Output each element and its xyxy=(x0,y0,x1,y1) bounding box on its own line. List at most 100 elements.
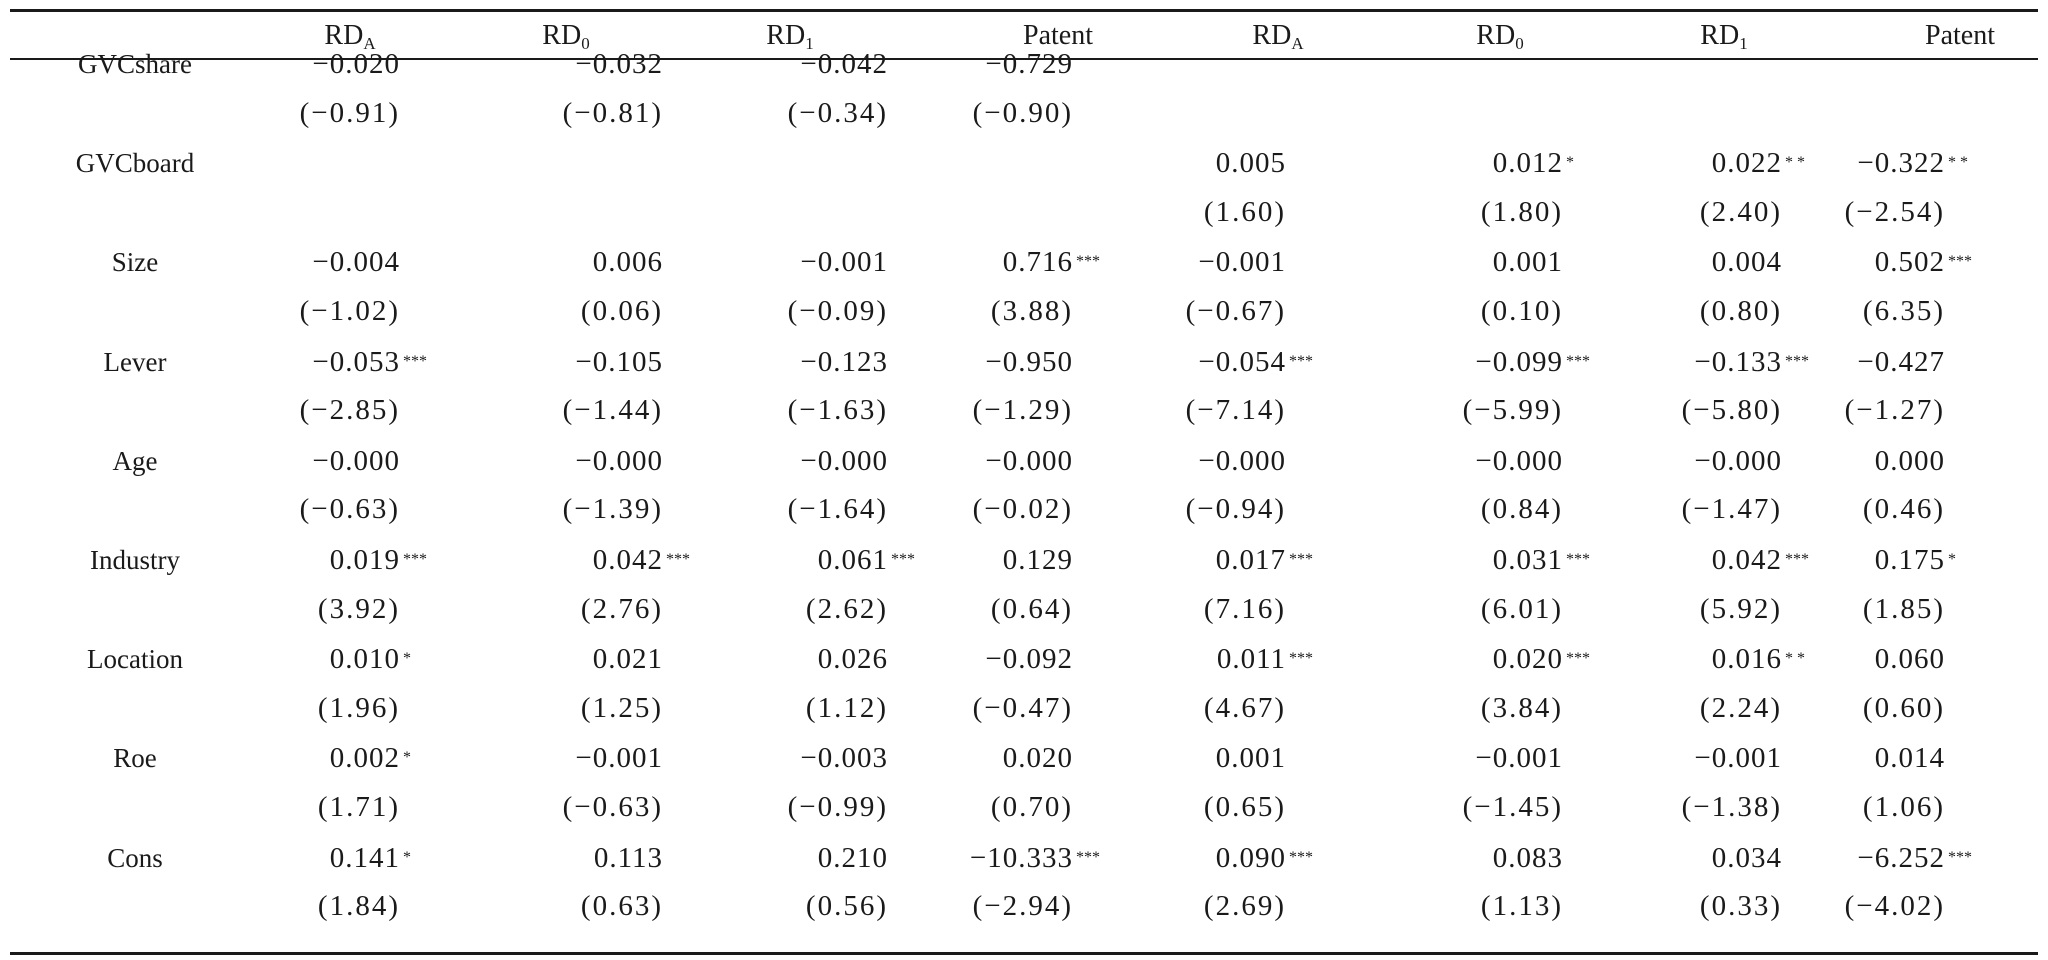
column-header-base: RD xyxy=(1700,20,1740,51)
coefficient-cell: −0.729 xyxy=(985,44,1073,84)
coefficient-value: 0.090 xyxy=(1215,841,1286,874)
column-header: RD0 xyxy=(1440,14,1560,58)
t-statistic-cell: (−0.02) xyxy=(972,493,1073,526)
coefficient-value: 0.113 xyxy=(593,841,663,874)
coefficient-value: 0.001 xyxy=(1215,742,1286,775)
t-statistic-cell: (2.40) xyxy=(1699,195,1782,228)
coefficient-value: 0.061 xyxy=(817,544,888,576)
significance-stars: *** xyxy=(666,551,690,568)
coefficient-value: 0.141 xyxy=(329,841,400,874)
coefficient-value: 0.042 xyxy=(592,544,663,576)
coefficient-value: −0.000 xyxy=(1694,444,1782,477)
t-statistic-cell: (7.16) xyxy=(1203,592,1286,625)
t-statistic-cell: (1.84) xyxy=(317,890,400,923)
t-statistic-cell: (−0.81) xyxy=(562,96,663,129)
t-statistic-cell: (0.46) xyxy=(1862,493,1945,526)
coefficient-cell: 0.001 xyxy=(1216,738,1286,778)
t-statistic-cell: (−1.45) xyxy=(1462,791,1563,823)
t-statistic-cell: (−0.47) xyxy=(972,691,1073,724)
coefficient-value: −0.427 xyxy=(1857,345,1945,378)
t-statistic-cell: (1.80) xyxy=(1480,195,1563,228)
coefficient-cell: 0.004 xyxy=(1712,242,1782,282)
coefficient-value: −0.054 xyxy=(1198,345,1286,378)
coefficient-cell: 0.005 xyxy=(1216,143,1286,183)
coefficient-cell: 0.002 * xyxy=(330,738,411,778)
coefficient-value: 0.502 xyxy=(1874,246,1945,279)
coefficient-cell: 0.042 *** xyxy=(592,540,690,580)
coefficient-cell: −0.003 xyxy=(800,738,888,778)
coefficient-value: −0.133 xyxy=(1694,345,1782,378)
t-statistic-cell: (0.84) xyxy=(1480,493,1563,526)
t-statistic-cell: (−0.99) xyxy=(787,791,888,823)
coefficient-cell: 0.021 xyxy=(593,639,663,679)
t-statistic-cell: (4.67) xyxy=(1203,691,1286,724)
coefficient-cell: −0.001 xyxy=(1475,738,1563,778)
coefficient-cell: 0.017 *** xyxy=(1216,540,1313,580)
coefficient-value: 0.016 xyxy=(1711,643,1782,676)
t-statistic-cell: (−1.39) xyxy=(562,493,663,526)
column-header-base: RD xyxy=(324,20,364,51)
coefficient-cell: −6.252 *** xyxy=(1857,838,1972,878)
column-header-subscript: 0 xyxy=(581,34,590,53)
significance-stars: * xyxy=(1566,154,1574,172)
t-statistic-cell: (−5.80) xyxy=(1681,394,1782,427)
significance-stars: *** xyxy=(1566,551,1590,568)
column-header-subscript: A xyxy=(363,34,376,53)
coefficient-value: 0.060 xyxy=(1874,643,1945,676)
significance-stars: *** xyxy=(1289,352,1313,370)
t-statistic-cell: (−2.85) xyxy=(299,394,400,427)
t-statistic-cell: (−0.94) xyxy=(1185,493,1286,526)
coefficient-cell: −0.000 xyxy=(575,441,663,481)
coefficient-cell: −0.000 xyxy=(1475,441,1563,481)
coefficient-cell: 0.034 xyxy=(1712,838,1782,878)
coefficient-cell: 0.019 *** xyxy=(330,540,427,580)
significance-stars: *** xyxy=(1785,551,1809,568)
column-header-base: RD xyxy=(542,20,582,51)
coefficient-cell: 0.022 * * xyxy=(1711,143,1805,183)
t-statistic-cell: (1.60) xyxy=(1203,195,1286,228)
coefficient-value: 0.034 xyxy=(1711,841,1782,874)
t-statistic-cell: (−1.02) xyxy=(299,295,400,327)
significance-stars: * xyxy=(403,848,411,866)
column-header: RDA xyxy=(290,14,410,58)
t-statistic-cell: (−0.63) xyxy=(299,493,400,526)
t-statistic-cell: (0.80) xyxy=(1699,295,1782,327)
coefficient-cell: −0.322 * * xyxy=(1857,143,1968,183)
coefficient-cell: −0.004 xyxy=(312,242,400,282)
coefficient-cell: −0.133 *** xyxy=(1694,342,1809,382)
coefficient-value: 0.010 xyxy=(329,643,400,676)
column-header-base: RD xyxy=(1476,20,1516,51)
t-statistic-cell: (−2.94) xyxy=(972,890,1073,923)
coefficient-value: −0.000 xyxy=(575,444,663,477)
coefficient-cell: −0.001 xyxy=(1694,738,1782,778)
t-statistic-cell: (−2.54) xyxy=(1844,195,1945,228)
row-label: GVCshare xyxy=(78,49,192,79)
t-statistic-cell: (3.84) xyxy=(1480,691,1563,724)
coefficient-cell: −0.427 xyxy=(1857,342,1945,382)
row-label: Industry xyxy=(90,545,180,575)
t-statistic-cell: (5.92) xyxy=(1699,592,1782,625)
t-statistic-cell: (2.62) xyxy=(805,592,888,625)
coefficient-cell: 0.016 * * xyxy=(1711,639,1805,679)
significance-stars: * * xyxy=(1785,650,1805,668)
column-header-base: Patent xyxy=(1023,20,1093,51)
coefficient-value: −0.032 xyxy=(575,48,663,80)
t-statistic-cell: (0.63) xyxy=(580,890,663,923)
t-statistic-cell: (0.10) xyxy=(1480,295,1563,327)
significance-stars: * xyxy=(1948,551,1956,568)
significance-stars: *** xyxy=(891,551,915,568)
coefficient-value: 0.022 xyxy=(1711,147,1782,180)
coefficient-value: 0.000 xyxy=(1874,444,1945,477)
t-statistic-cell: (−5.99) xyxy=(1462,394,1563,427)
coefficient-value: 0.716 xyxy=(1002,246,1073,279)
t-statistic-cell: (1.06) xyxy=(1862,791,1945,823)
coefficient-value: −0.053 xyxy=(312,345,400,378)
coefficient-value: 0.020 xyxy=(1002,742,1073,775)
t-statistic-cell: (0.64) xyxy=(990,592,1073,625)
coefficient-cell: −0.950 xyxy=(985,342,1073,382)
t-statistic-cell: (−1.44) xyxy=(562,394,663,427)
coefficient-value: −0.000 xyxy=(312,444,400,477)
coefficient-value: 0.042 xyxy=(1711,544,1782,576)
coefficient-value: −0.092 xyxy=(985,643,1073,676)
t-statistic-cell: (1.96) xyxy=(317,691,400,724)
